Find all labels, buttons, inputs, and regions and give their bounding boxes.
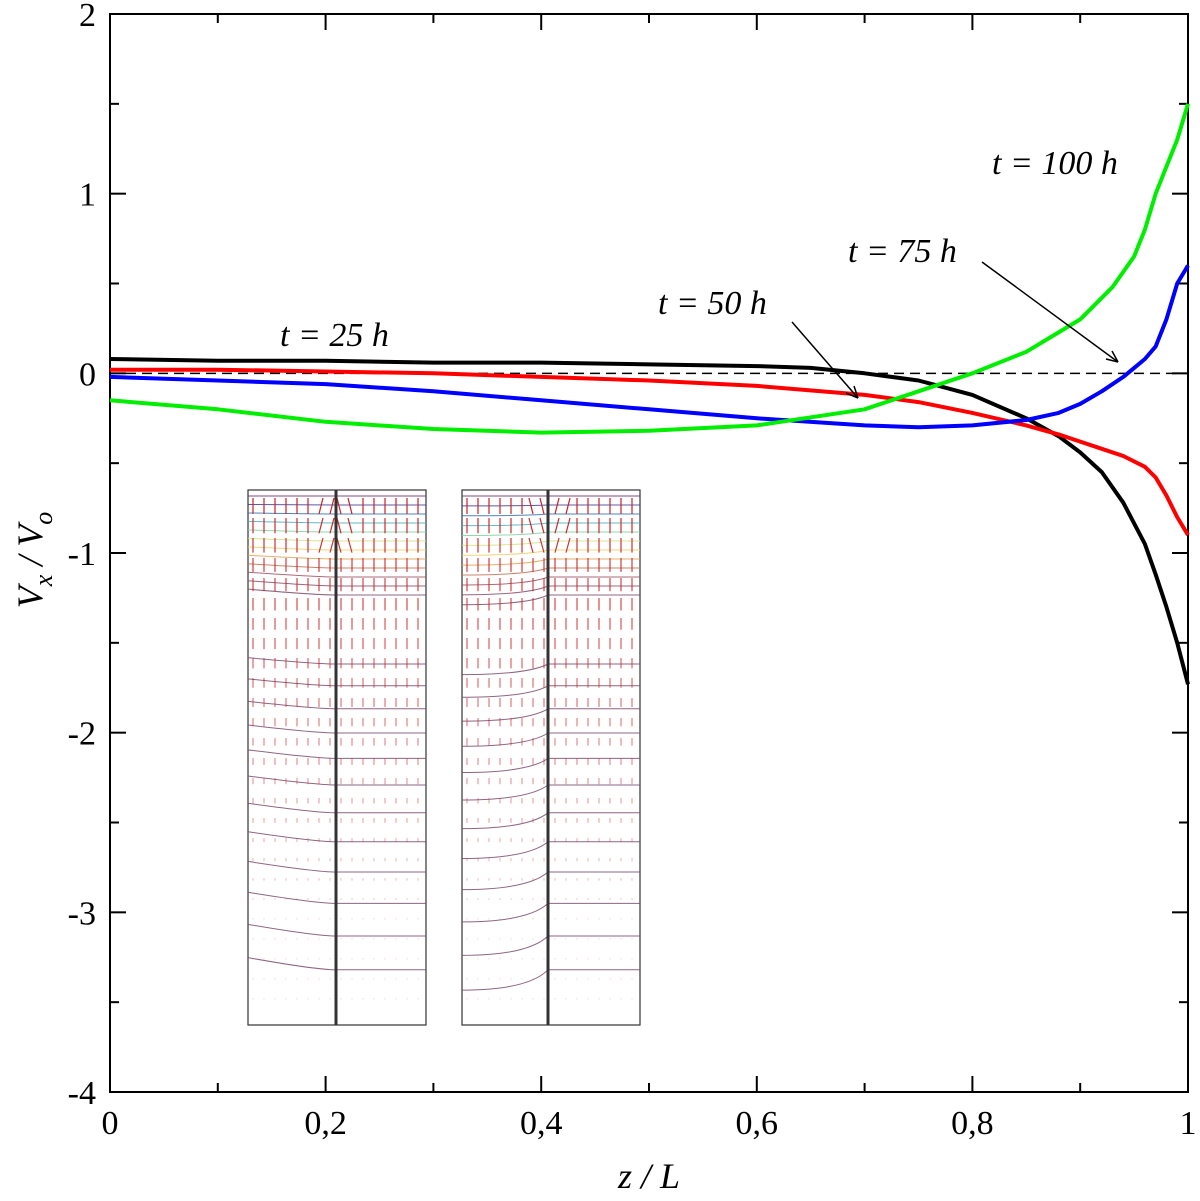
- inset-vector: [318, 497, 324, 515]
- y-tick-label: -1: [68, 536, 96, 573]
- series-lines: [109, 103, 1190, 685]
- inset-vector: [336, 517, 342, 534]
- y-axis-title-main: V: [10, 582, 50, 608]
- y-tick-label: -2: [68, 716, 96, 753]
- inset-vector: [565, 537, 571, 553]
- annotation-t75: t = 75 h: [848, 233, 957, 270]
- x-tick-label: 0,8: [951, 1105, 994, 1142]
- inset-vector: [554, 517, 560, 534]
- arrowhead-t50: [845, 385, 859, 399]
- x-axis-title: z / L: [617, 1156, 680, 1196]
- axis-ticks: [109, 13, 1189, 1093]
- inset-vector: [347, 517, 353, 534]
- y-axis-title-sep: / V: [10, 521, 50, 575]
- inset-vector: [565, 497, 571, 515]
- inset-vector: [528, 517, 534, 534]
- y-axis-title: Vx / Vo: [10, 512, 58, 609]
- inset-vector: [336, 497, 342, 515]
- annotation-arrows: [791, 261, 1119, 399]
- y-tick-label: 2: [79, 0, 96, 34]
- y-axis-title-sub2: o: [29, 512, 58, 525]
- arrow-t75: [981, 261, 1119, 363]
- y-axis-title-text: Vx / Vo: [10, 512, 58, 609]
- y-tick-label: -4: [68, 1075, 96, 1112]
- inset-panel-2: [461, 489, 641, 1026]
- inset-panel-1: [247, 489, 427, 1026]
- inset-vector: [329, 497, 335, 515]
- inset-vector: [329, 517, 335, 534]
- inset-vector: [565, 517, 571, 534]
- inset-vector: [329, 537, 335, 553]
- inset-vector: [336, 537, 342, 553]
- y-tick-label: -3: [68, 895, 96, 932]
- inset-vector: [539, 537, 545, 553]
- inset-vector: [539, 497, 545, 515]
- inset-vector: [347, 537, 353, 553]
- x-tick-label: 1: [1180, 1105, 1197, 1142]
- arrow-t50: [791, 321, 859, 399]
- annotation-t25: t = 25 h: [280, 317, 389, 354]
- annotation-t100: t = 100 h: [992, 145, 1118, 182]
- series-line-2: [110, 367, 1190, 537]
- annotation-t50: t = 50 h: [658, 285, 767, 322]
- x-tick-label: 0,2: [304, 1105, 347, 1142]
- series-line-1: [109, 357, 1190, 685]
- y-tick-label: 0: [79, 356, 96, 393]
- inset-vector: [554, 537, 560, 553]
- inset-vector: [539, 517, 545, 534]
- y-tick-labels: 2 1 0 -1 -2 -3 -4: [68, 0, 96, 1112]
- inset-vector: [554, 497, 560, 515]
- x-tick-label: 0: [102, 1105, 119, 1142]
- series-line-4: [109, 103, 1190, 435]
- arrowhead-t75: [1105, 350, 1119, 363]
- inset-vector: [528, 537, 534, 553]
- inset-vector: [318, 537, 324, 553]
- y-axis-title-sub1: x: [29, 574, 58, 587]
- inset-flow-panels: [247, 489, 641, 1026]
- series-line-3: [109, 264, 1190, 430]
- y-tick-label: 1: [79, 177, 96, 214]
- inset-vector: [528, 497, 534, 515]
- inset-vector: [318, 517, 324, 534]
- x-tick-label: 0,6: [736, 1105, 779, 1142]
- x-tick-labels: 0 0,2 0,4 0,6 0,8 1: [102, 1105, 1197, 1142]
- x-tick-label: 0,4: [520, 1105, 563, 1142]
- inset-vector: [347, 497, 353, 515]
